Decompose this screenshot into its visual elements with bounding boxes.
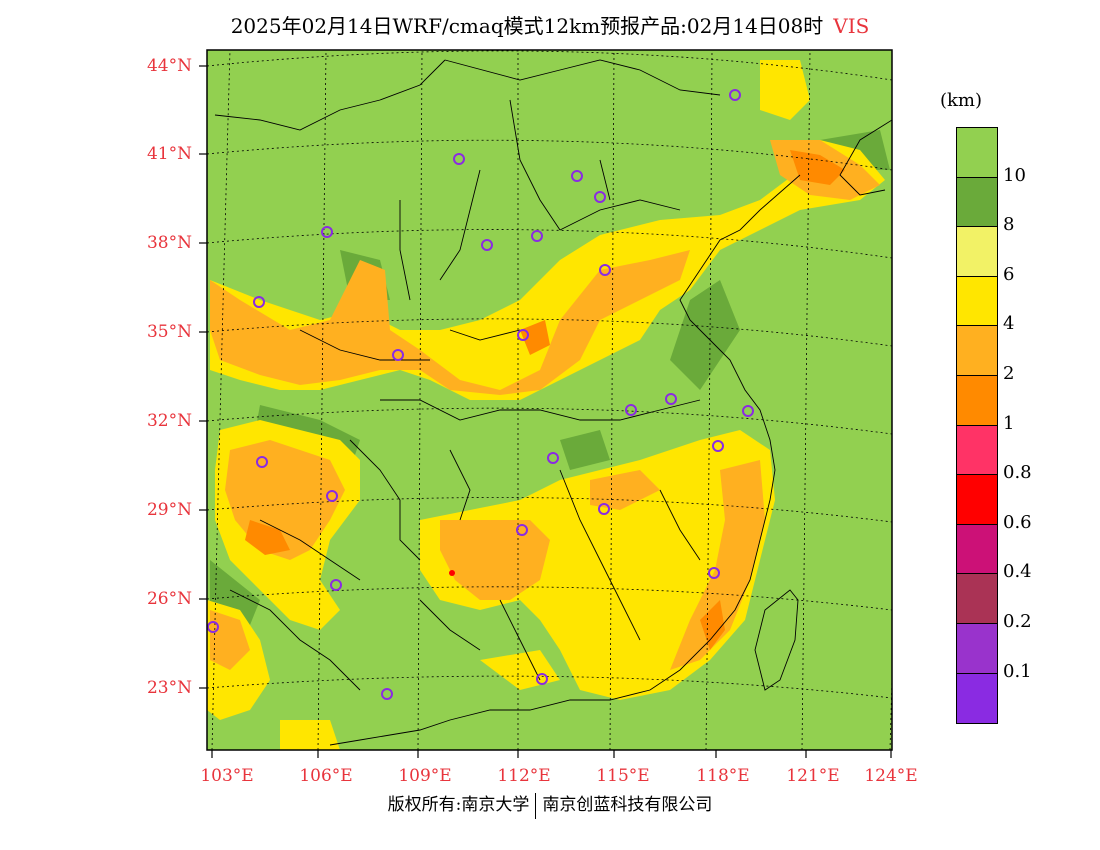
city-marker: [330, 579, 342, 591]
colorbar-segment: [957, 673, 997, 724]
title-main: 2025年02月14日WRF/cmaq模式12km预报产品:02月14日08时: [230, 14, 824, 38]
lat-tick-label: 41°N: [146, 144, 192, 164]
city-marker: [253, 296, 265, 308]
city-marker: [256, 456, 268, 468]
lat-tick-label: 29°N: [146, 500, 192, 520]
lat-tick-label: 32°N: [146, 411, 192, 431]
colorbar-label: 4: [1003, 313, 1015, 335]
map-frame: [206, 49, 893, 751]
city-marker: [571, 170, 583, 182]
city-marker: [481, 239, 493, 251]
colorbar-label: 0.1: [1003, 660, 1032, 682]
copyright: 版权所有:南京大学 南京创蓝科技有限公司: [0, 790, 1100, 819]
city-marker: [326, 490, 338, 502]
colorbar-segment: [957, 475, 997, 525]
city-marker: [742, 405, 754, 417]
colorbar-label: 0.2: [1003, 611, 1032, 632]
copyright-company: 南京创蓝科技有限公司: [542, 795, 713, 815]
city-marker: [594, 191, 606, 203]
colorbar-label: 6: [1003, 263, 1015, 285]
city-marker: [207, 621, 219, 633]
colorbar-segment: [957, 425, 997, 476]
city-markers: [207, 89, 754, 700]
map-title: 2025年02月14日WRF/cmaq模式12km预报产品:02月14日08时 V…: [0, 10, 1100, 39]
city-marker: [321, 226, 333, 238]
lat-tick-label: 35°N: [146, 322, 192, 342]
city-marker: [665, 393, 677, 405]
lon-tick-label: 124°E: [864, 766, 918, 786]
lon-tick-label: 103°E: [200, 766, 254, 786]
colorbar-label: 0.6: [1003, 511, 1032, 533]
colorbar-segment: [957, 128, 997, 178]
lat-tick-label: 44°N: [146, 56, 192, 76]
city-marker: [625, 404, 637, 416]
colorbar-label: 0.4: [1003, 561, 1032, 583]
city-marker: [547, 452, 559, 464]
colorbar-label: 2: [1003, 363, 1015, 384]
city-marker: [712, 440, 724, 452]
colorbar-segment: [957, 326, 997, 376]
title-variable: VIS: [833, 14, 870, 38]
city-marker: [598, 503, 610, 515]
colorbar-segment: [957, 227, 997, 277]
lat-tick-label: 26°N: [146, 589, 192, 609]
colorbar-segment: [957, 623, 997, 674]
colorbar-unit: (km): [940, 90, 983, 111]
colorbar-label: 8: [1003, 214, 1015, 236]
lon-tick-label: 109°E: [398, 766, 452, 786]
city-marker: [729, 89, 741, 101]
colorbar-segment: [957, 524, 997, 575]
colorbar-label: 0.8: [1003, 462, 1032, 484]
colorbar-segment: [957, 574, 997, 624]
city-marker: [708, 567, 720, 579]
city-marker: [599, 264, 611, 276]
colorbar-segment: [957, 177, 997, 228]
copyright-separator: [535, 792, 537, 819]
lat-tick-label: 38°N: [146, 233, 192, 253]
lon-tick-label: 118°E: [696, 766, 750, 786]
colorbar: [956, 127, 998, 725]
copyright-owner: 版权所有:南京大学: [387, 795, 530, 815]
lat-tick-label: 23°N: [146, 678, 192, 698]
city-marker: [453, 153, 465, 165]
city-marker: [516, 524, 528, 536]
city-marker: [531, 230, 543, 242]
vis-8km-area: [210, 130, 890, 650]
lon-tick-label: 106°E: [299, 766, 353, 786]
lon-tick-label: 115°E: [596, 766, 650, 786]
colorbar-segment: [957, 375, 997, 426]
borders: [214, 59, 892, 746]
vis-2km-area: [210, 140, 880, 670]
city-marker: [392, 349, 404, 361]
city-marker: [536, 673, 548, 685]
lon-tick-label: 112°E: [497, 766, 551, 786]
city-marker: [517, 329, 529, 341]
axis-ticks: [199, 65, 892, 758]
city-marker: [381, 688, 393, 700]
vis-low-spot: [449, 570, 455, 576]
lon-tick-label: 121°E: [786, 766, 840, 786]
colorbar-label: 1: [1003, 412, 1015, 434]
colorbar-segment: [957, 276, 997, 327]
colorbar-label: 10: [1003, 164, 1026, 186]
